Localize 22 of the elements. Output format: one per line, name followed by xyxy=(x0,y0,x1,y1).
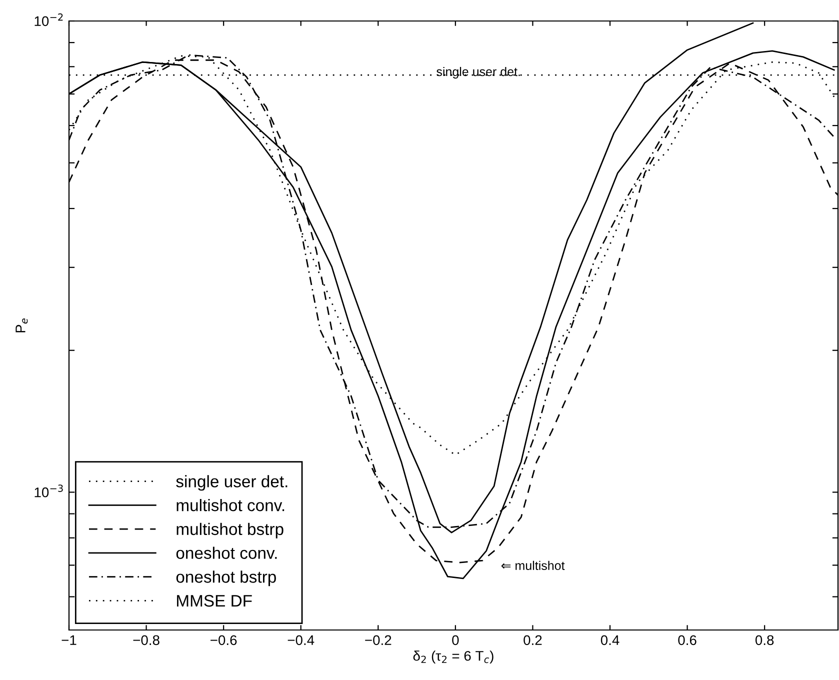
x-tick-label: 0.6 xyxy=(678,635,696,646)
x-axis-title: δ$_{2}$ (τ$_{2}$ = 6 T$_{c}$) xyxy=(413,650,494,664)
legend-label: single user det. xyxy=(176,475,288,491)
x-tick-label: −1 xyxy=(62,635,76,645)
x-tick-label: −0.8 xyxy=(133,635,160,646)
x-tick-label: −0.2 xyxy=(365,635,392,646)
y-tick-label: 10$^{−2}$ xyxy=(34,13,63,26)
y-tick-label: 10$^{−3}$ xyxy=(34,484,63,498)
annotation: single user det. xyxy=(436,66,520,79)
annotation: ⇐ multishot xyxy=(501,560,565,570)
legend-label: MMSE DF xyxy=(177,594,252,607)
legend-label: oneshot conv. xyxy=(176,546,277,559)
legend-label: multishot conv. xyxy=(176,498,284,512)
x-tick-label: 0.8 xyxy=(755,635,774,646)
x-tick-label: 0 xyxy=(452,635,459,646)
x-tick-label: 0.4 xyxy=(600,635,620,646)
legend-label: oneshot bstrp xyxy=(176,570,276,586)
x-tick-label: 0.2 xyxy=(524,635,542,646)
x-tick-label: −0.6 xyxy=(210,635,237,646)
legend-label: multishot bstrp xyxy=(176,522,284,538)
x-tick-label: −0.4 xyxy=(288,635,314,646)
y-axis-title: P$_{e}$ xyxy=(16,318,28,332)
